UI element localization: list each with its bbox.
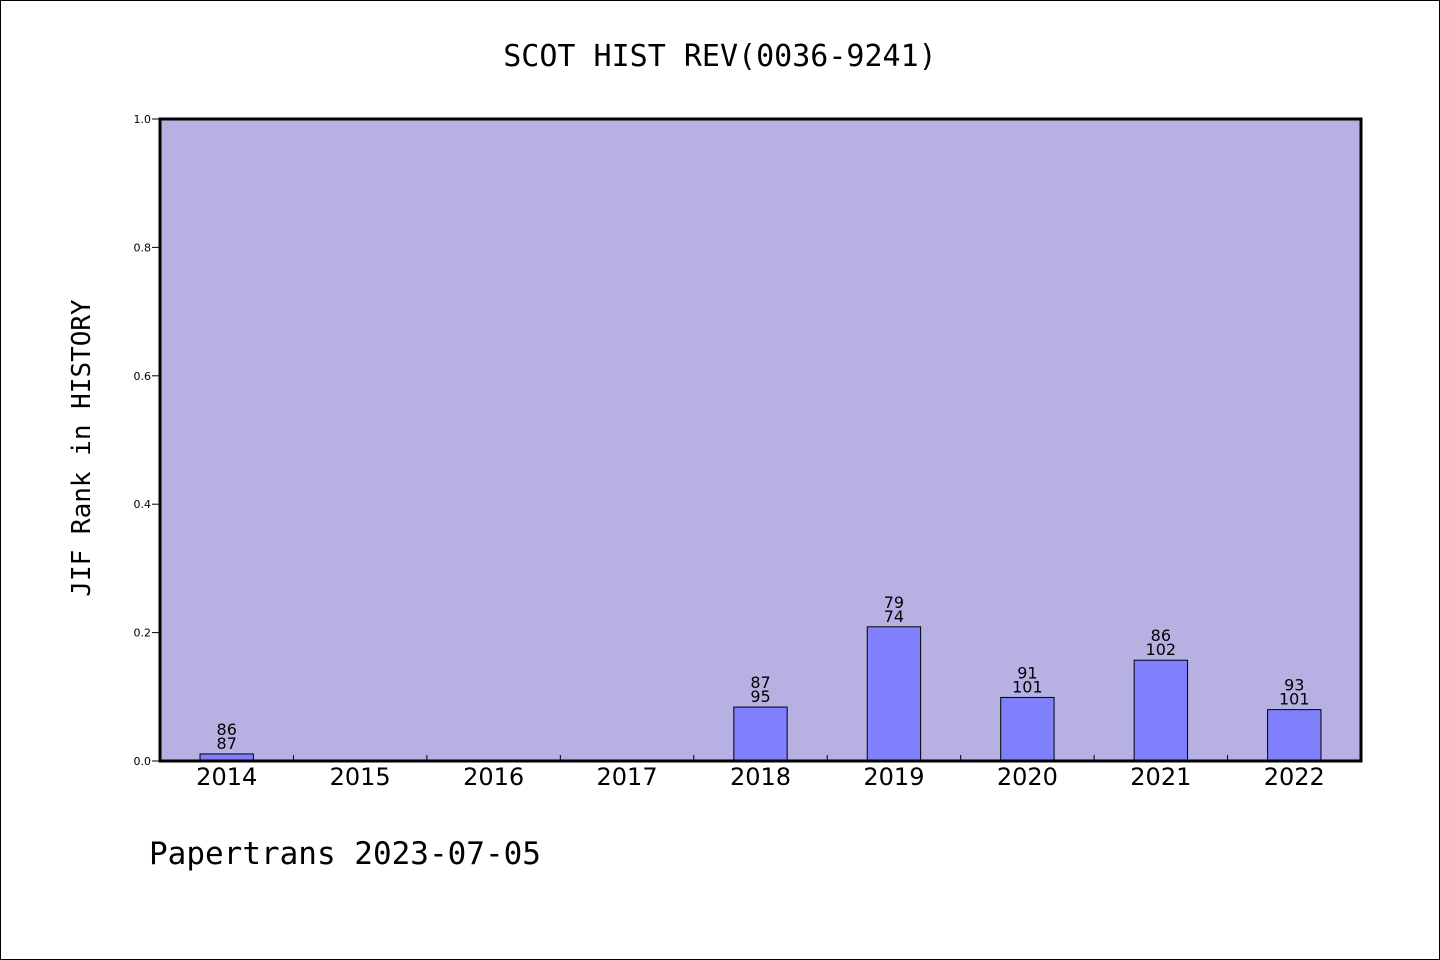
bars-group [199,626,1322,762]
data-label-total: 101 [1012,677,1043,696]
data-label-rank: 79 [884,593,904,612]
x-tick-label: 2015 [330,763,391,791]
x-tick-label: 2020 [997,763,1058,791]
bar [1267,709,1322,762]
bar [733,706,788,762]
x-axis-ticks: 2014 2015 2016 2017 2018 2019 2020 2021 2022 [196,755,1325,791]
bar [866,626,922,762]
data-label-rank: 93 [1284,676,1304,695]
y-tick-label: 1.0 [134,113,152,126]
x-tick-label: 2018 [730,763,791,791]
y-tick-label: 0.8 [134,241,152,254]
data-label-total: 101 [1279,690,1310,709]
data-label-total: 87 [217,734,237,753]
data-label-rank: 86 [1151,626,1171,645]
data-label-rank: 86 [217,720,237,739]
x-tick-label: 2021 [1130,763,1191,791]
x-tick-label: 2017 [597,763,658,791]
data-label-total: 102 [1146,640,1177,659]
y-axis-label: JIF Rank in HISTORY [67,299,97,597]
bar [1133,659,1189,762]
plot-area [160,119,1361,761]
y-tick-label: 0.6 [134,370,152,383]
data-label-rank: 87 [750,673,770,692]
footer-stamp: Papertrans 2023-07-05 [149,836,541,872]
bar [1000,696,1055,762]
x-tick-label: 2014 [196,763,257,791]
y-tick-label: 0.0 [134,755,152,768]
chart-title: SCOT HIST REV(0036-9241) [503,39,936,74]
x-tick-label: 2022 [1264,763,1325,791]
x-tick-label: 2019 [863,763,924,791]
y-tick-label: 0.2 [134,627,152,640]
y-axis-ticks: 0.0 0.2 0.4 0.6 0.8 1.0 [134,113,160,768]
y-tick-label: 0.4 [134,498,152,511]
data-label-total: 95 [750,687,770,706]
data-label-total: 74 [884,607,904,626]
data-label-rank: 91 [1017,663,1037,682]
x-tick-label: 2016 [463,763,524,791]
plot-border [158,117,1363,763]
